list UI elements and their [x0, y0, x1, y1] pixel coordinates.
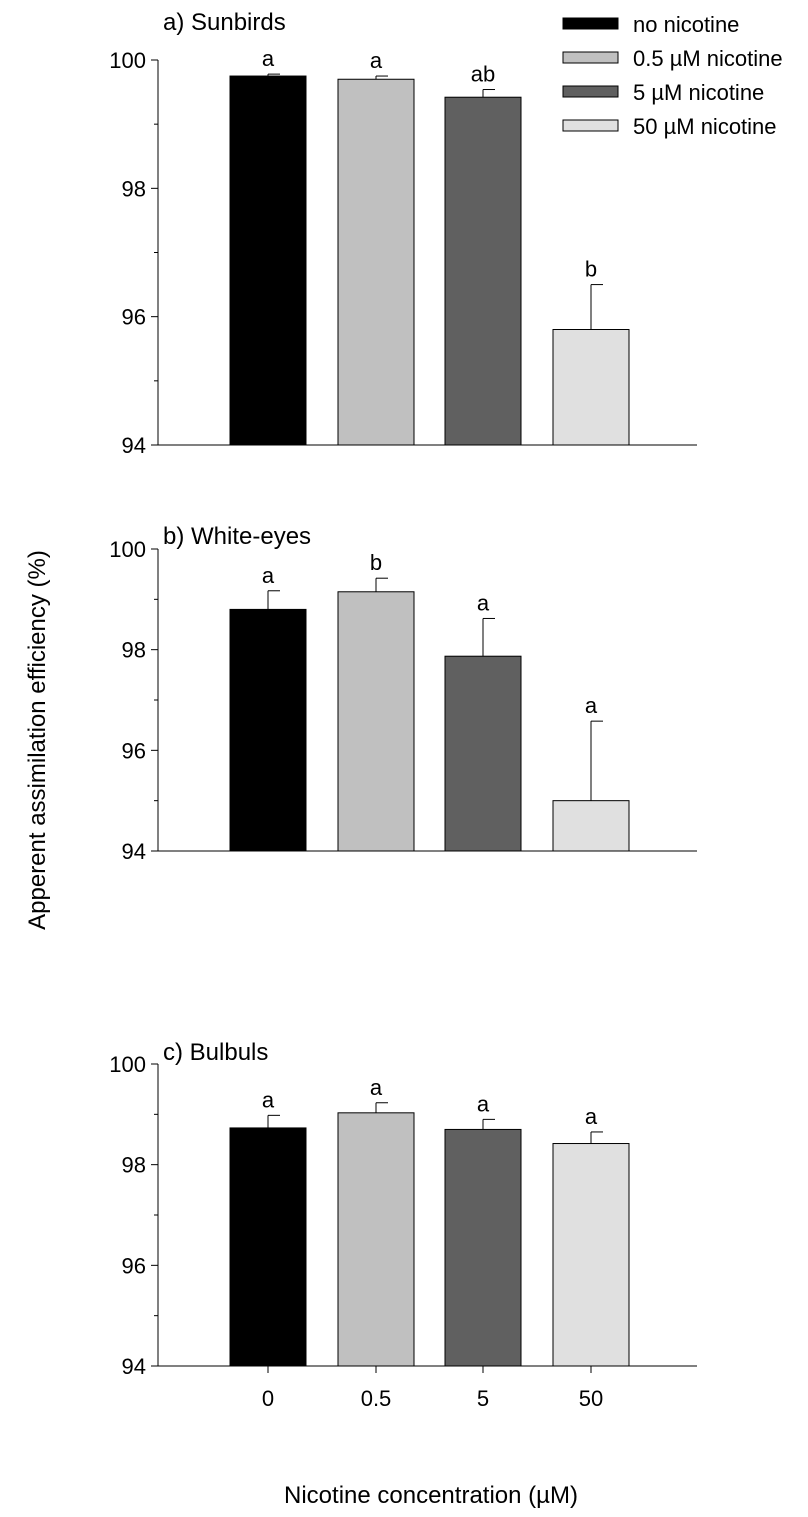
- bar-0.5: [337, 1112, 415, 1367]
- y-axis-label: Apperent assimilation efficiency (%): [24, 550, 51, 930]
- bar-0: [229, 608, 307, 852]
- x-tick-label: 5: [477, 1386, 489, 1411]
- y-tick-label: 98: [122, 638, 146, 663]
- y-tick-label: 96: [122, 305, 146, 330]
- panel-2: 94 96 98 100 0 0.5 5 50 a a a a: [109, 1052, 697, 1411]
- bar-0.5: [337, 78, 415, 446]
- legend-label-50: 50 µM nicotine: [633, 114, 777, 139]
- significance-label: a: [370, 48, 383, 73]
- x-tick-label: 0.5: [361, 1386, 392, 1411]
- bar-50: [552, 800, 630, 852]
- y-tick-label: 96: [122, 1253, 146, 1278]
- significance-label: ab: [471, 62, 495, 87]
- legend-swatch-no-nicotine: [562, 17, 619, 30]
- panel-0: 94 96 98 100 a a ab b: [109, 46, 697, 458]
- significance-label: a: [262, 1087, 275, 1112]
- legend-swatch-5: [562, 85, 619, 98]
- significance-label: a: [262, 46, 275, 71]
- panel-c-title: c) Bulbuls: [163, 1039, 268, 1066]
- y-tick-label: 94: [122, 1354, 146, 1379]
- significance-label: a: [477, 1091, 490, 1116]
- y-tick-label: 96: [122, 738, 146, 763]
- x-tick-label: 50: [579, 1386, 603, 1411]
- legend: no nicotine 0.5 µM nicotine 5 µM nicotin…: [562, 12, 783, 139]
- y-tick-label: 94: [122, 839, 146, 864]
- bar-0: [229, 75, 307, 446]
- panel-1: 94 96 98 100 a b a a: [109, 537, 697, 864]
- y-tick-label: 100: [109, 48, 146, 73]
- significance-label: a: [585, 1104, 598, 1129]
- panel-a-title: a) Sunbirds: [163, 9, 286, 36]
- significance-label: a: [585, 693, 598, 718]
- y-tick-label: 98: [122, 1153, 146, 1178]
- bar-5: [444, 655, 522, 852]
- bar-50: [552, 329, 630, 446]
- legend-label-5: 5 µM nicotine: [633, 80, 764, 105]
- y-tick-label: 100: [109, 1052, 146, 1077]
- significance-label: b: [370, 550, 382, 575]
- x-tick-label: 0: [262, 1386, 274, 1411]
- bar-5: [444, 1128, 522, 1367]
- legend-label-no-nicotine: no nicotine: [633, 12, 739, 37]
- bar-0: [229, 1127, 307, 1367]
- legend-swatch-50: [562, 119, 619, 132]
- significance-label: a: [370, 1075, 383, 1100]
- significance-label: b: [585, 257, 597, 282]
- bar-50: [552, 1143, 630, 1367]
- y-tick-label: 100: [109, 537, 146, 562]
- significance-label: a: [477, 590, 490, 615]
- legend-label-0.5: 0.5 µM nicotine: [633, 46, 783, 71]
- bar-5: [444, 96, 522, 446]
- x-axis-label: Nicotine concentration (µM): [284, 1482, 578, 1509]
- significance-label: a: [262, 563, 275, 588]
- y-tick-label: 98: [122, 176, 146, 201]
- bar-0.5: [337, 591, 415, 852]
- panel-b-title: b) White-eyes: [163, 523, 311, 550]
- y-tick-label: 94: [122, 433, 146, 458]
- legend-swatch-0.5: [562, 51, 619, 64]
